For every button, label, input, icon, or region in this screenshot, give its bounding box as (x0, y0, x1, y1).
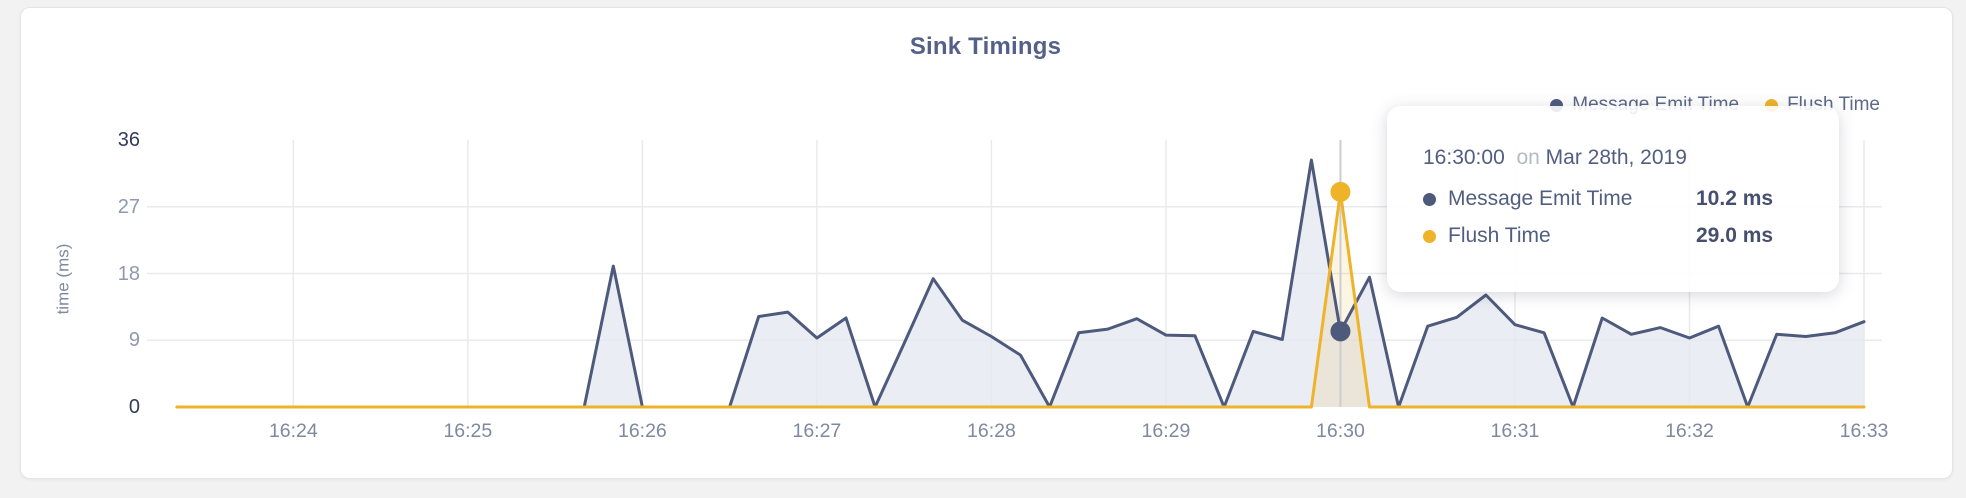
tooltip-row: Flush Time 29.0 ms (1423, 224, 1803, 248)
series-line (175, 190, 1866, 409)
tooltip-header: 16:30:00 on Mar 28th, 2019 (1423, 146, 1803, 170)
tooltip-time: 16:30:00 (1423, 146, 1505, 169)
x-tick-label: 16:24 (268, 420, 318, 442)
series-dot-icon (1423, 192, 1436, 206)
tooltip-date: Mar 28th, 2019 (1545, 146, 1687, 169)
tooltip-series-value: 10.2 ms (1696, 187, 1774, 210)
series-area-fill (177, 160, 1864, 407)
tooltip-series-label: Message Emit Time (1448, 187, 1633, 210)
y-tick-label: 36 (117, 129, 140, 151)
x-tick-label: 16:32 (1665, 420, 1714, 442)
x-tick-label: 16:26 (617, 420, 667, 442)
x-tick-label: 16:31 (1490, 420, 1540, 442)
y-tick-label: 0 (128, 396, 140, 418)
x-tick-label: 16:30 (1316, 420, 1365, 442)
y-tick-label: 9 (128, 329, 140, 352)
y-tick-label: 18 (117, 262, 140, 285)
y-tick-label: 27 (117, 195, 140, 218)
x-tick-label: 16:28 (967, 420, 1016, 442)
chart-tooltip: 16:30:00 on Mar 28th, 2019 Message Emit … (1387, 106, 1839, 292)
highlight-point-marker (1330, 321, 1351, 342)
x-tick-label: 16:33 (1839, 420, 1889, 442)
tooltip-joiner-word: on (1516, 146, 1540, 169)
highlight-point-marker (1330, 181, 1351, 202)
x-tick-label: 16:27 (792, 420, 842, 442)
tooltip-row: Message Emit Time 10.2 ms (1423, 187, 1803, 211)
tooltip-series-label: Flush Time (1448, 224, 1551, 247)
tooltip-series-value: 29.0 ms (1696, 224, 1774, 247)
x-tick-label: 16:29 (1141, 420, 1191, 442)
chart-title: Sink Timings (909, 33, 1062, 60)
series-dot-icon (1423, 229, 1436, 243)
x-tick-label: 16:25 (443, 420, 493, 442)
